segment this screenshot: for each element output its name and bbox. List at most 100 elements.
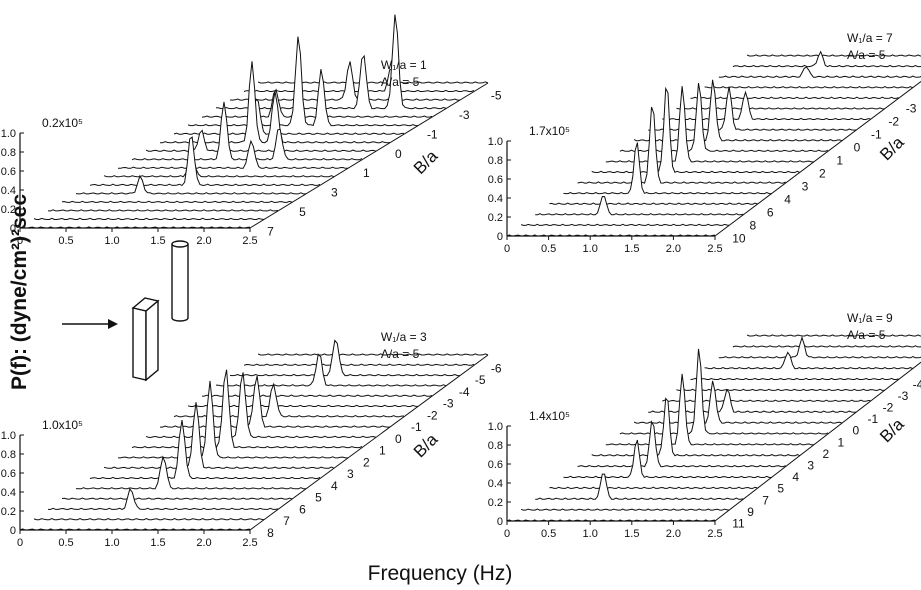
depth-tick-label: 4: [792, 470, 799, 484]
depth-tick-label: 2: [363, 455, 370, 469]
parameter-label: A/a = 5: [381, 347, 420, 361]
spectrum-fill: [188, 36, 418, 126]
amplitude-scale-label: 1.0x10⁵: [42, 418, 83, 432]
spectrum-line: [118, 139, 348, 169]
spectrum-line: [535, 195, 744, 216]
spectrum-line: [704, 86, 913, 89]
spectrum-line: [549, 202, 758, 205]
amplitude-tick-label: 1.0: [1, 128, 16, 140]
frequency-tick-label: 0: [504, 243, 510, 255]
amplitude-tick-label: 0.6: [1, 468, 16, 480]
parameter-label: W₁/a = 3: [381, 330, 427, 344]
spectrum-line: [690, 377, 899, 381]
amplitude-tick-label: 0: [497, 516, 503, 528]
panel-bottom-right: 0 0.2 0.4 0.6 0.8 1.0 0 0.5 1.0 1.5 2.0 2.5 11975432…: [488, 311, 921, 540]
frequency-tick-label: 1.0: [104, 235, 119, 247]
spectrum-line: [563, 142, 772, 195]
depth-tick-label: 7: [267, 225, 274, 239]
flow-direction-arrow: [62, 319, 118, 329]
spectrum-fill: [535, 196, 744, 215]
frequency-tick-label: 2.0: [666, 243, 681, 255]
spectrum-line: [33, 518, 265, 521]
depth-tick-label: 6: [767, 206, 774, 220]
depth-tick-label: 3: [807, 458, 814, 472]
spectrum-line: [61, 497, 293, 500]
spectrum-fill: [230, 340, 460, 376]
frequency-tick-label: 1.5: [150, 235, 165, 247]
square-prism-sketch: [131, 297, 160, 382]
frequency-tick-label: 1.5: [150, 537, 165, 549]
depth-axis-title: B/a: [410, 429, 442, 461]
spectrum-line: [118, 380, 348, 459]
spectrum-line: [33, 217, 265, 221]
amplitude-tick-label: 0.4: [488, 193, 503, 205]
amplitude-tick-label: 0.2: [488, 212, 503, 224]
amplitude-tick-label: 0.6: [488, 174, 503, 186]
amplitude-tick-label: 0.6: [1, 166, 16, 178]
spectrum-line: [243, 363, 475, 366]
depth-tick-label: 1: [363, 166, 370, 180]
spectrum-line: [61, 200, 293, 203]
spectrum-fill: [146, 130, 376, 152]
amplitude-scale-label: 1.4x10⁵: [529, 409, 570, 423]
depth-tick-label: -3: [459, 108, 470, 122]
parameter-label: A/a = 5: [847, 328, 886, 342]
frequency-tick-label: 2.5: [707, 243, 722, 255]
amplitude-tick-label: 0.8: [488, 440, 503, 452]
frequency-tick-label: 0: [17, 235, 23, 247]
depth-tick-label: -3: [443, 397, 454, 411]
spectrum-line: [662, 90, 871, 121]
spectrum-line: [732, 50, 921, 68]
frequency-tick-label: 2.0: [666, 528, 681, 540]
parameter-label: W₁/a = 9: [847, 311, 893, 325]
depth-axis-title: B/a: [876, 414, 908, 446]
amplitude-tick-label: 0.8: [1, 449, 16, 461]
frequency-tick-label: 2.5: [242, 537, 257, 549]
amplitude-scale-label: 1.7x10⁵: [529, 124, 570, 138]
depth-tick-label: 3: [331, 186, 338, 200]
depth-tick-label: -1: [427, 127, 438, 141]
frequency-tick-label: 2.5: [242, 235, 257, 247]
spectrum-line: [577, 420, 786, 468]
spectrum-line: [577, 106, 786, 184]
frequency-tick-label: 2.5: [707, 528, 722, 540]
spectrum-line: [173, 98, 405, 135]
depth-tick-label: -5: [491, 88, 502, 102]
depth-tick-label: 7: [283, 514, 290, 528]
depth-tick-label: 9: [747, 505, 754, 519]
amplitude-tick-label: 0: [497, 231, 503, 243]
panel-bottom-left: 00.20.40.60.81.00 0.5 1.0 1.5 2.0 2.587654321…: [1, 330, 502, 549]
spectrum-fill: [704, 352, 913, 369]
depth-tick-label: 0: [854, 140, 861, 154]
depth-tick-label: 1: [837, 435, 844, 449]
depth-tick-label: -2: [888, 114, 899, 128]
spectrum-line: [676, 388, 885, 391]
depth-tick-label: 5: [315, 491, 322, 505]
parameter-label: W₁/a = 7: [847, 31, 893, 45]
panel-top-right: 00.20.40.60.81.00 0.5 1.0 1.5 2.0 2.510864321…: [488, 31, 921, 255]
spectrum-line: [257, 353, 489, 356]
amplitude-tick-label: 0: [10, 223, 16, 235]
depth-axis: [249, 354, 489, 531]
spectrum-line: [718, 335, 921, 359]
depth-tick-label: 3: [347, 467, 354, 481]
depth-tick-label: 10: [732, 232, 746, 246]
depth-tick-label: 2: [822, 447, 829, 461]
depth-tick-label: -3: [898, 389, 909, 403]
spectrum-fill: [230, 61, 460, 101]
frequency-tick-label: 1.0: [583, 243, 598, 255]
depth-tick-label: -5: [475, 373, 486, 387]
spectrum-line: [103, 146, 335, 178]
amplitude-tick-label: 0.4: [1, 487, 16, 499]
spectrum-line: [229, 61, 460, 101]
spectrum-line: [201, 394, 433, 397]
depth-tick-label: -3: [906, 101, 917, 115]
depth-tick-label: -1: [871, 127, 882, 141]
amplitude-scale-label: 0.2x10⁵: [42, 116, 83, 130]
spectrum-line: [75, 174, 306, 195]
spectrum-line: [690, 96, 899, 99]
frequency-tick-label: 0.5: [58, 537, 73, 549]
amplitude-tick-label: 0.8: [1, 147, 16, 159]
depth-tick-label: 5: [299, 205, 306, 219]
